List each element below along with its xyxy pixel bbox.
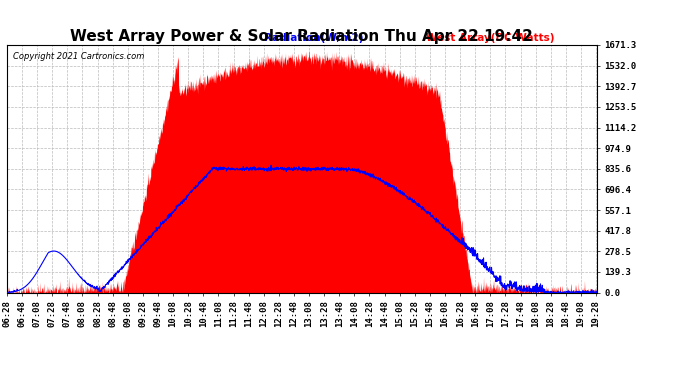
Title: West Array Power & Solar Radiation Thu Apr 22 19:42: West Array Power & Solar Radiation Thu A… <box>70 29 533 44</box>
Text: Radiation(W/m2): Radiation(W/m2) <box>264 33 364 42</box>
Text: Copyright 2021 Cartronics.com: Copyright 2021 Cartronics.com <box>13 53 144 62</box>
Text: West Array(DC Watts): West Array(DC Watts) <box>426 33 555 42</box>
